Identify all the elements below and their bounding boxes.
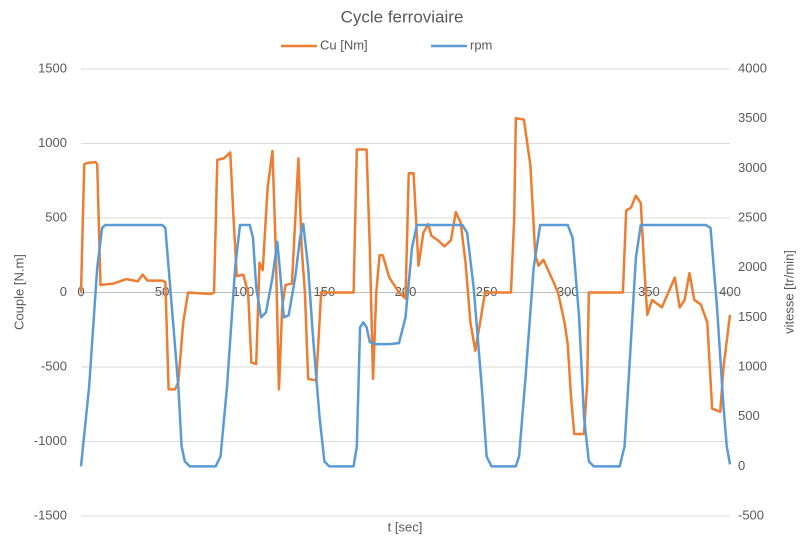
y-axis-label: Couple [N.m] bbox=[11, 254, 26, 330]
y-tick-label: 500 bbox=[45, 209, 67, 224]
y2-tick-label: 1000 bbox=[738, 358, 767, 373]
y-tick-label: 0 bbox=[60, 284, 67, 299]
legend-label: rpm bbox=[470, 37, 492, 52]
x-tick-label: 100 bbox=[232, 284, 254, 299]
y2-tick-label: 3000 bbox=[738, 160, 767, 175]
y2-tick-label: 2000 bbox=[738, 259, 767, 274]
legend-label: Cu [Nm] bbox=[320, 37, 368, 52]
y2-tick-label: 0 bbox=[738, 458, 745, 473]
y2-axis-label: vitesse [tr/min] bbox=[781, 250, 796, 334]
data-line bbox=[79, 116, 732, 436]
x-tick-label: 300 bbox=[557, 284, 579, 299]
x-tick-label: 50 bbox=[155, 284, 169, 299]
y2-tick-label: 2500 bbox=[738, 209, 767, 224]
y-tick-label: -1500 bbox=[34, 507, 67, 522]
y-tick-label: 1000 bbox=[38, 135, 67, 150]
y2-tick-label: 3500 bbox=[738, 110, 767, 125]
x-tick-label: 350 bbox=[638, 284, 660, 299]
y-tick-label: -500 bbox=[41, 358, 67, 373]
chart-title: Cycle ferroviaire bbox=[341, 7, 464, 26]
y2-tick-label: 1500 bbox=[738, 309, 767, 324]
data-line bbox=[79, 222, 732, 468]
y2-tick-label: 4000 bbox=[738, 60, 767, 75]
y2-tick-label: 500 bbox=[738, 408, 760, 423]
y-tick-label: 1500 bbox=[38, 60, 67, 75]
y-tick-label: -1000 bbox=[34, 433, 67, 448]
x-axis-label: t [sec] bbox=[388, 519, 423, 534]
x-tick-label: 400 bbox=[719, 284, 741, 299]
y2-tick-label: -500 bbox=[738, 507, 764, 522]
